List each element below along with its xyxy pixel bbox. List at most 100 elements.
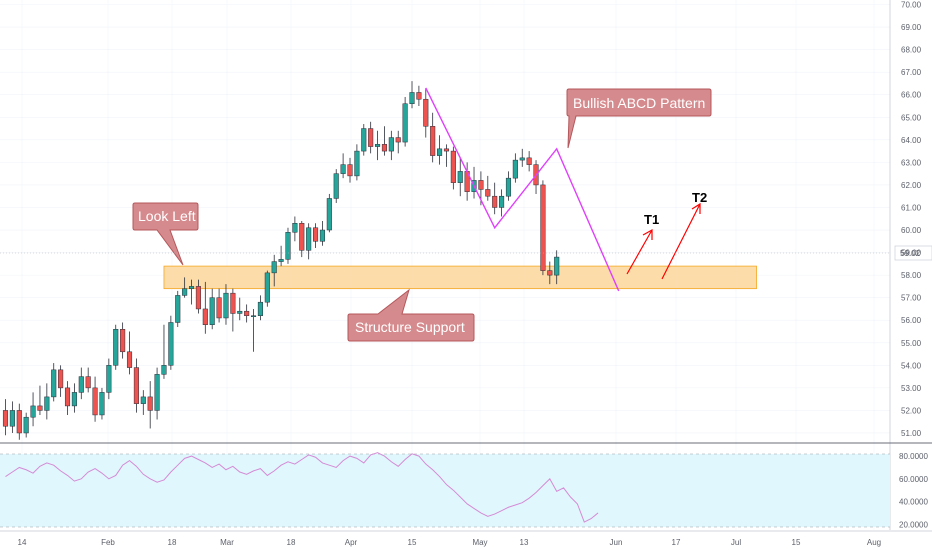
candle xyxy=(161,324,167,379)
candle-body xyxy=(209,297,215,325)
candle xyxy=(492,182,498,215)
price-axis: 51.00 52.00 53.00 54.00 55.00 56.00 57.00 58.00… xyxy=(901,1,922,438)
candle-body xyxy=(505,177,512,197)
candle xyxy=(347,157,353,183)
candle xyxy=(209,288,215,330)
look-left-label: Look Left xyxy=(138,208,196,224)
candle-body xyxy=(257,301,263,316)
candle xyxy=(195,279,201,314)
candle-body xyxy=(437,148,443,156)
candle xyxy=(64,381,71,415)
candle xyxy=(402,96,408,147)
candle xyxy=(395,130,401,154)
candle xyxy=(368,121,374,154)
candle-body xyxy=(368,128,374,147)
price-tick-label: 69.00 xyxy=(901,23,922,32)
candle xyxy=(23,412,29,438)
time-tick-label: Jun xyxy=(610,538,623,547)
candle-body xyxy=(113,328,119,366)
candle xyxy=(9,401,15,433)
rsi-tick-label: 40.0000 xyxy=(899,498,928,507)
candle xyxy=(257,295,263,321)
candle-body xyxy=(120,328,126,353)
price-tick-label: 66.00 xyxy=(901,91,922,100)
candle-body xyxy=(554,256,560,276)
candle-body xyxy=(423,98,429,127)
candle xyxy=(250,308,257,352)
candle xyxy=(333,169,339,203)
candle xyxy=(30,392,36,427)
candle xyxy=(106,358,112,400)
candle xyxy=(540,180,546,276)
candle xyxy=(306,223,312,260)
pattern-lines xyxy=(425,87,620,292)
support-label: Structure Support xyxy=(355,319,465,335)
rsi-band xyxy=(0,454,890,527)
candle xyxy=(375,130,381,161)
price-tick-label: 64.00 xyxy=(901,136,922,145)
candle-body xyxy=(195,286,201,310)
candle xyxy=(340,153,346,179)
candle xyxy=(313,223,319,249)
candle-body xyxy=(223,292,229,319)
candle-body xyxy=(443,148,450,152)
candle xyxy=(37,385,43,415)
candle-body xyxy=(485,189,491,197)
candle-body xyxy=(175,295,181,323)
candle-body xyxy=(16,410,22,434)
candle xyxy=(2,399,9,436)
candle-body xyxy=(2,410,9,427)
candle xyxy=(299,221,305,258)
candle xyxy=(182,277,188,298)
price-tick-label: 68.00 xyxy=(901,46,922,55)
candle-body xyxy=(85,376,91,389)
candle-body xyxy=(430,126,436,156)
candle xyxy=(85,367,91,393)
candle-body xyxy=(271,261,277,274)
candle-body xyxy=(375,144,381,147)
candle-body xyxy=(202,308,208,325)
time-tick-label: 18 xyxy=(168,538,177,547)
rsi-line-layer xyxy=(5,452,599,523)
candle-body xyxy=(44,396,50,411)
price-tick-label: 63.00 xyxy=(901,158,922,167)
candle-body xyxy=(58,369,64,389)
candle-body xyxy=(499,195,505,208)
candle xyxy=(92,376,98,422)
time-tick-label: Feb xyxy=(101,538,115,547)
price-tick-label: 70.00 xyxy=(901,1,922,10)
candle-body xyxy=(140,396,146,404)
candle-body xyxy=(264,272,270,303)
candle-body xyxy=(285,232,291,260)
candle-body xyxy=(299,223,305,251)
candle xyxy=(216,288,222,323)
candle-body xyxy=(9,410,15,427)
candle-body xyxy=(64,387,71,407)
candle-body xyxy=(292,223,298,233)
candle xyxy=(202,281,208,334)
candle xyxy=(154,367,160,420)
candle-body xyxy=(478,180,484,190)
candle-body xyxy=(237,310,243,314)
candle-body xyxy=(37,405,43,411)
candle xyxy=(133,358,139,413)
t2-label: T2 xyxy=(692,190,707,205)
candle xyxy=(292,216,298,242)
time-tick-label: 13 xyxy=(520,538,529,547)
time-tick-label: 18 xyxy=(287,538,296,547)
candle-body xyxy=(278,259,284,262)
rsi-line xyxy=(5,452,599,523)
candle-body xyxy=(78,376,84,393)
candle xyxy=(188,279,195,305)
time-tick-label: 15 xyxy=(792,538,801,547)
candle-body xyxy=(519,157,525,161)
candle-body xyxy=(340,164,346,174)
candle-body xyxy=(133,367,139,404)
candle xyxy=(271,254,277,287)
candle-body xyxy=(326,198,332,231)
candle xyxy=(526,151,532,172)
candle xyxy=(120,322,126,359)
candle xyxy=(512,153,518,183)
candle-body xyxy=(354,150,360,177)
